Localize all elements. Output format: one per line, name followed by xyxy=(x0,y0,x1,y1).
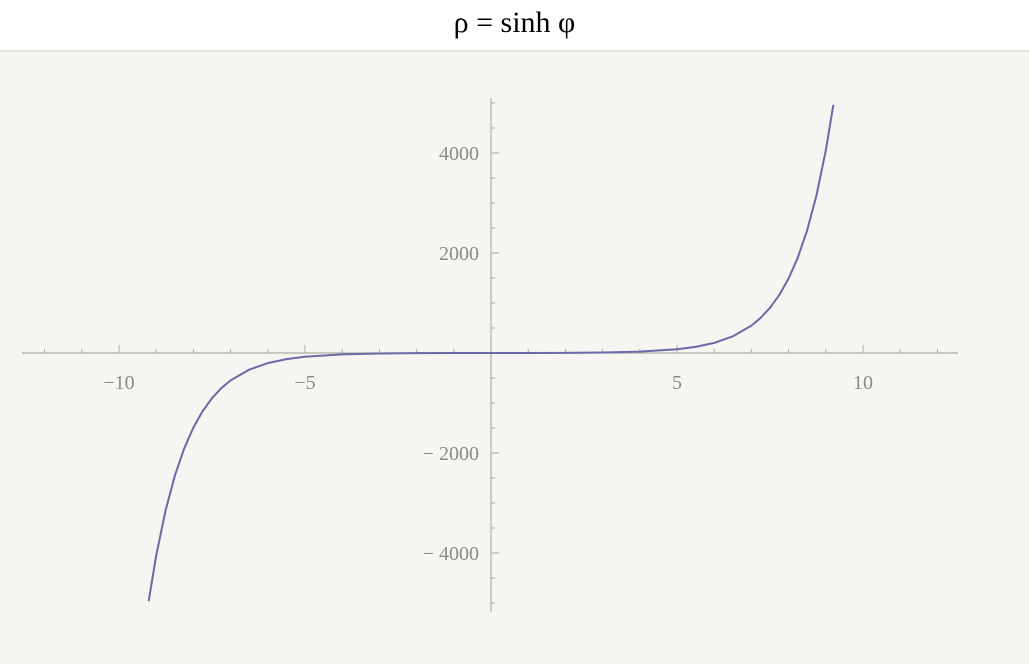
data-point xyxy=(378,352,381,355)
data-point xyxy=(201,410,204,412)
y-tick-label: − 4000 xyxy=(423,543,479,565)
data-point xyxy=(713,342,716,344)
x-tick-label: −10 xyxy=(103,372,134,394)
data-point xyxy=(147,599,150,602)
data-point xyxy=(824,149,827,152)
data-point xyxy=(759,316,762,319)
data-point xyxy=(490,352,492,354)
data-point xyxy=(806,229,809,232)
data-point xyxy=(248,368,251,371)
x-tick-label: 5 xyxy=(672,372,682,394)
tick-marks xyxy=(44,102,938,604)
x-tick-label: 10 xyxy=(853,372,873,394)
chart-title: ρ = sinh φ xyxy=(453,6,576,39)
data-point xyxy=(731,335,734,338)
data-point xyxy=(192,426,195,429)
data-point xyxy=(750,324,753,327)
data-point xyxy=(211,397,213,400)
data-point xyxy=(304,355,306,358)
plot-paper-background xyxy=(0,50,1029,664)
data-point xyxy=(601,351,604,354)
data-point xyxy=(694,346,697,348)
data-point xyxy=(173,474,176,477)
data-point xyxy=(452,352,455,354)
y-tick-label: 2000 xyxy=(439,243,479,265)
x-tick-label: −5 xyxy=(294,372,315,394)
data-point xyxy=(266,362,269,364)
y-tick-label: 4000 xyxy=(439,143,479,165)
data-point xyxy=(778,294,781,296)
data-point xyxy=(787,277,790,280)
data-point xyxy=(797,256,799,259)
data-point xyxy=(164,509,167,512)
data-point xyxy=(832,104,835,107)
y-tick-label: − 2000 xyxy=(423,443,479,465)
data-point xyxy=(155,554,158,557)
data-point xyxy=(564,351,567,354)
data-point xyxy=(638,350,641,353)
data-point xyxy=(415,352,418,355)
data-point xyxy=(183,447,186,450)
axes xyxy=(22,98,958,612)
data-point xyxy=(676,348,678,351)
data-point xyxy=(815,194,818,197)
data-point xyxy=(220,387,223,390)
paper-top-edge xyxy=(0,50,1029,52)
tick-labels: −10 −5 5 10 4000 2000 − 2000 − 4000 xyxy=(103,143,873,565)
data-point xyxy=(229,379,232,382)
data-point xyxy=(285,358,288,360)
curve-layer xyxy=(147,104,835,602)
data-point xyxy=(341,353,344,356)
data-point xyxy=(769,306,771,309)
data-point xyxy=(527,352,530,354)
